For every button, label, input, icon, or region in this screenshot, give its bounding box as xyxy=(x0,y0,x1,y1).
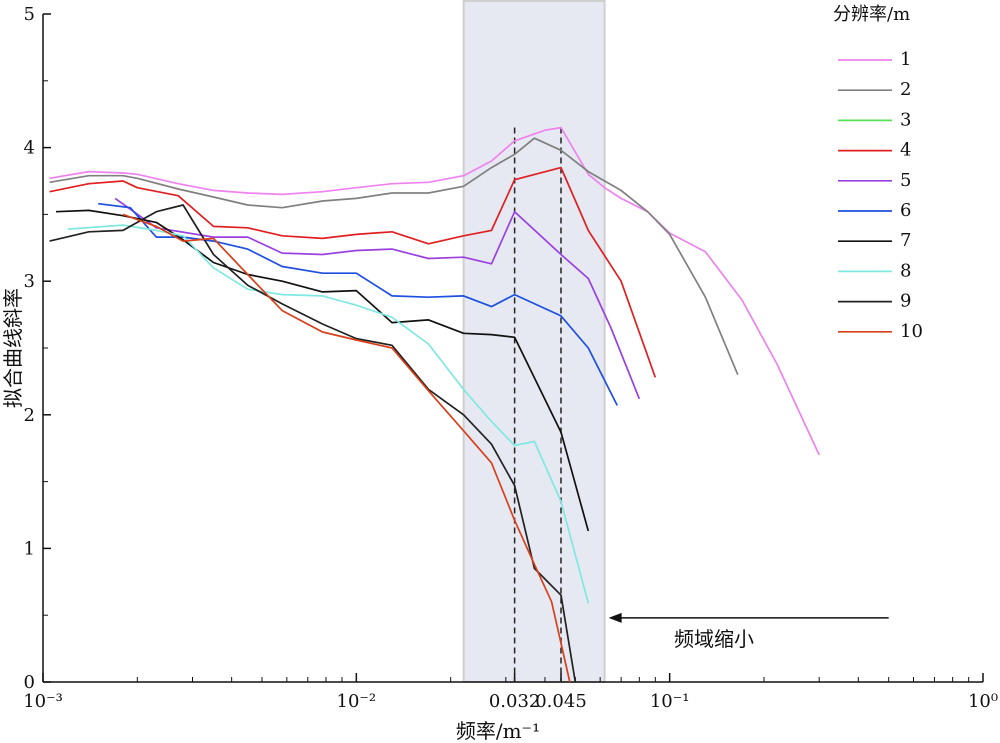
legend-label-2: 2 xyxy=(900,79,911,100)
x-tick-label: 0.045 xyxy=(535,691,587,712)
series-line-10 xyxy=(122,213,571,683)
x-tick-label: 10⁻¹ xyxy=(650,691,690,712)
series-line-1 xyxy=(49,126,820,456)
reference-lines-layer xyxy=(513,127,562,682)
annotation-layer: 频域缩小 xyxy=(608,612,889,651)
legend-label-9: 9 xyxy=(900,291,911,312)
y-tick-label: 2 xyxy=(24,405,35,426)
y-tick-label: 0 xyxy=(24,672,35,693)
y-axis-title: 拟合曲线斜率 xyxy=(1,288,25,408)
x-tick-label: 0.032 xyxy=(489,691,541,712)
series-layer xyxy=(49,126,820,683)
legend-title: 分辨率/m xyxy=(833,4,910,25)
series-line-5 xyxy=(114,197,641,400)
legend-label-3: 3 xyxy=(900,109,911,130)
series-line-2 xyxy=(49,137,739,376)
series-line-7 xyxy=(55,209,590,532)
annotation-text: 频域缩小 xyxy=(674,627,754,651)
x-tick-label: 10⁰ xyxy=(968,691,998,712)
legend-label-4: 4 xyxy=(900,140,911,161)
legend-label-6: 6 xyxy=(900,200,911,221)
series-line-9 xyxy=(49,204,577,683)
legend-label-1: 1 xyxy=(900,49,911,70)
x-tick-label: 10⁻³ xyxy=(23,691,63,712)
annotation-arrow-head xyxy=(608,612,622,623)
y-tick-label: 5 xyxy=(24,4,35,25)
legend-label-5: 5 xyxy=(900,170,911,191)
series-line-8 xyxy=(67,224,590,604)
y-tick-label: 4 xyxy=(24,138,35,159)
y-tick-label: 1 xyxy=(24,538,35,559)
legend-label-10: 10 xyxy=(900,321,923,342)
legend: 分辨率/m 1 2 3 4 5 6 7 8 9 10 xyxy=(833,4,923,342)
legend-label-7: 7 xyxy=(900,230,911,251)
series-line-4 xyxy=(49,166,657,378)
x-tick-label: 10⁻² xyxy=(337,691,377,712)
y-tick-label: 3 xyxy=(24,271,35,292)
legend-label-8: 8 xyxy=(900,260,911,281)
x-axis-title: 频率/m⁻¹ xyxy=(456,719,540,743)
